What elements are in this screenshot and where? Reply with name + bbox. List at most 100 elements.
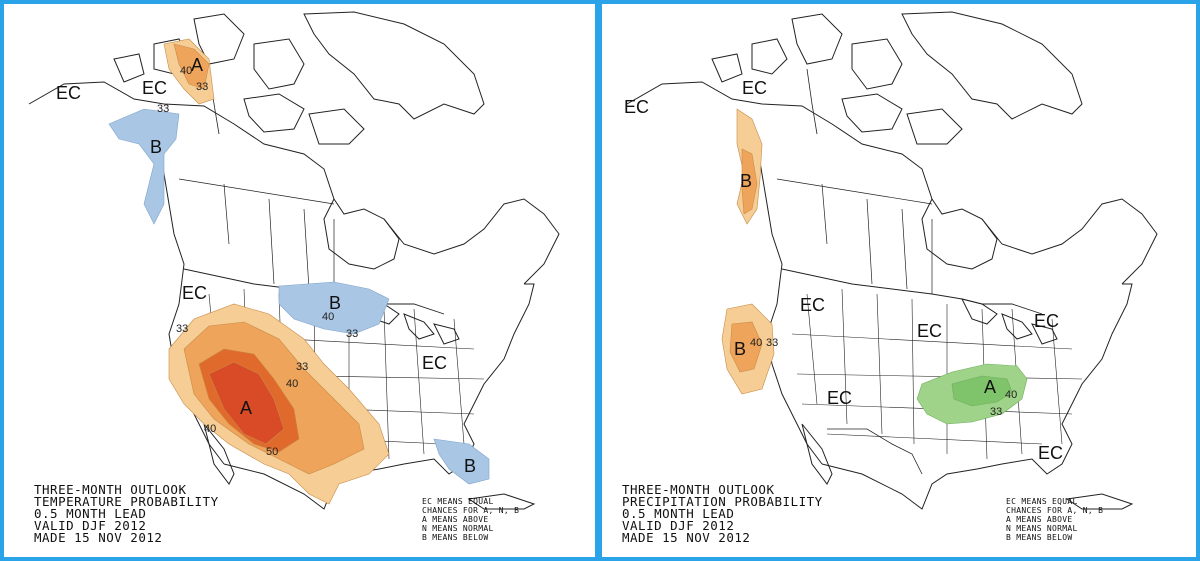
us-mexico-border [827, 428, 923, 475]
greenland-outline [303, 11, 485, 120]
title-line: 0.5 MONTH LEAD [34, 506, 147, 521]
title-line: THREE-MONTH OUTLOOK [622, 482, 775, 497]
label-a-ohio: A [984, 377, 997, 397]
contour-33-west: 33 [176, 323, 189, 335]
greenland-outline [901, 11, 1083, 120]
contour-33-glakes: 33 [346, 328, 359, 340]
label-ec-central: EC [917, 321, 943, 341]
arctic-island-2 [851, 38, 903, 90]
legend-line: A MEANS ABOVE [422, 515, 489, 524]
panel-divider [595, 0, 602, 561]
legend-line: EC MEANS EQUAL [1006, 497, 1078, 506]
label-ec-southeast: EC [1038, 443, 1064, 463]
cuba-outline [467, 493, 536, 510]
label-a-alaska: A [191, 55, 204, 75]
label-ec-yukon: EC [742, 78, 768, 98]
label-b-florida: B [464, 456, 477, 476]
arctic-island-4 [308, 108, 365, 145]
hudson-bay-outline [323, 198, 400, 270]
precipitation-shading [721, 108, 1028, 425]
cuba-outline [1065, 493, 1134, 510]
contour-33-bc: 33 [157, 103, 170, 115]
label-b-bc: B [740, 171, 753, 191]
precipitation-map-svg [626, 11, 1158, 510]
contour-33-plains: 33 [296, 361, 309, 373]
precipitation-legend-block: EC MEANS EQUAL CHANCES FOR A, N, B A MEA… [1006, 497, 1103, 542]
contour-33-cal: 33 [766, 337, 779, 349]
province-lines [178, 178, 335, 294]
contour-40-ohio: 40 [1005, 389, 1018, 401]
arctic-island-1 [193, 13, 245, 65]
title-line: 0.5 MONTH LEAD [622, 506, 735, 521]
legend-line: B MEANS BELOW [1006, 533, 1073, 542]
temperature-map-panel: EC EC A 40 33 33 B EC B 40 33 EC 33 33 4… [4, 4, 595, 557]
temperature-shading [108, 38, 490, 505]
title-line: PRECIPITATION PROBABILITY [622, 494, 823, 509]
contour-50-sw: 50 [266, 446, 279, 458]
legend-line: EC MEANS EQUAL [422, 497, 494, 506]
bc-below-33 [108, 108, 180, 225]
arctic-island-5 [751, 38, 788, 75]
legend-line: N MEANS NORMAL [1006, 524, 1078, 533]
label-ec-pacnw: EC [182, 283, 208, 303]
contour-40-sw: 40 [204, 423, 217, 435]
arctic-island-1 [791, 13, 843, 65]
florida-below-33 [433, 438, 490, 485]
baja-outline [801, 423, 833, 485]
contour-40-glakes: 40 [322, 311, 335, 323]
glakes-below-33 [278, 281, 390, 335]
west-coast-outline [746, 123, 823, 465]
arctic-island-6 [711, 53, 743, 83]
great-lakes-outline [961, 298, 1058, 345]
contour-40-alaska: 40 [180, 65, 193, 77]
title-line: MADE 15 NOV 2012 [34, 530, 163, 545]
hudson-bay-outline [921, 198, 998, 270]
legend-line: A MEANS ABOVE [1006, 515, 1073, 524]
contour-40-plains: 40 [286, 378, 299, 390]
label-b-bc: B [150, 137, 163, 157]
label-b-glakes: B [329, 293, 342, 313]
baja-outline [203, 423, 235, 485]
bc-below-40 [741, 148, 758, 215]
precipitation-title-block: THREE-MONTH OUTLOOK PRECIPITATION PROBAB… [622, 482, 823, 545]
alaska-canada-border [806, 68, 818, 135]
arctic-island-2 [253, 38, 305, 90]
north-coast-outline [626, 81, 1158, 285]
contour-33-ohio: 33 [990, 406, 1003, 418]
arctic-island-3 [243, 93, 305, 133]
label-ec-northeast: EC [1034, 311, 1060, 331]
contour-40-cal: 40 [750, 337, 763, 349]
contour-33-alaska: 33 [196, 81, 209, 93]
label-a-southwest: A [240, 398, 253, 418]
precipitation-map-panel: EC EC B EC B 40 33 EC EC EC A 33 40 EC T… [602, 4, 1196, 557]
arctic-island-6 [113, 53, 145, 83]
label-ec-west: EC [624, 97, 650, 117]
legend-line: N MEANS NORMAL [422, 524, 494, 533]
label-b-california: B [734, 339, 747, 359]
title-line: TEMPERATURE PROBABILITY [34, 494, 219, 509]
label-ec-pacnw: EC [800, 295, 826, 315]
label-ec-yukon: EC [142, 78, 168, 98]
title-line: MADE 15 NOV 2012 [622, 530, 751, 545]
gulf-coast-outline [821, 283, 1133, 510]
temperature-map-svg [28, 11, 560, 510]
label-ec-west: EC [56, 83, 82, 103]
temperature-title-block: THREE-MONTH OUTLOOK TEMPERATURE PROBABIL… [34, 482, 219, 545]
ohio-above-40 [951, 375, 1013, 407]
north-coast-outline [28, 81, 560, 285]
label-ec-east: EC [422, 353, 448, 373]
temperature-legend-block: EC MEANS EQUAL CHANCES FOR A, N, B A MEA… [422, 497, 519, 542]
title-line: THREE-MONTH OUTLOOK [34, 482, 187, 497]
title-line: VALID DJF 2012 [34, 518, 147, 533]
legend-line: B MEANS BELOW [422, 533, 489, 542]
arctic-island-4 [906, 108, 963, 145]
title-line: VALID DJF 2012 [622, 518, 735, 533]
california-below-40 [729, 321, 763, 373]
province-lines [776, 178, 933, 294]
arctic-island-3 [841, 93, 903, 133]
legend-line: CHANCES FOR A, N, B [1006, 506, 1104, 515]
label-ec-southplains: EC [827, 388, 853, 408]
alaska-above-40 [173, 43, 210, 90]
legend-line: CHANCES FOR A, N, B [422, 506, 520, 515]
sw-above-max [208, 361, 285, 445]
